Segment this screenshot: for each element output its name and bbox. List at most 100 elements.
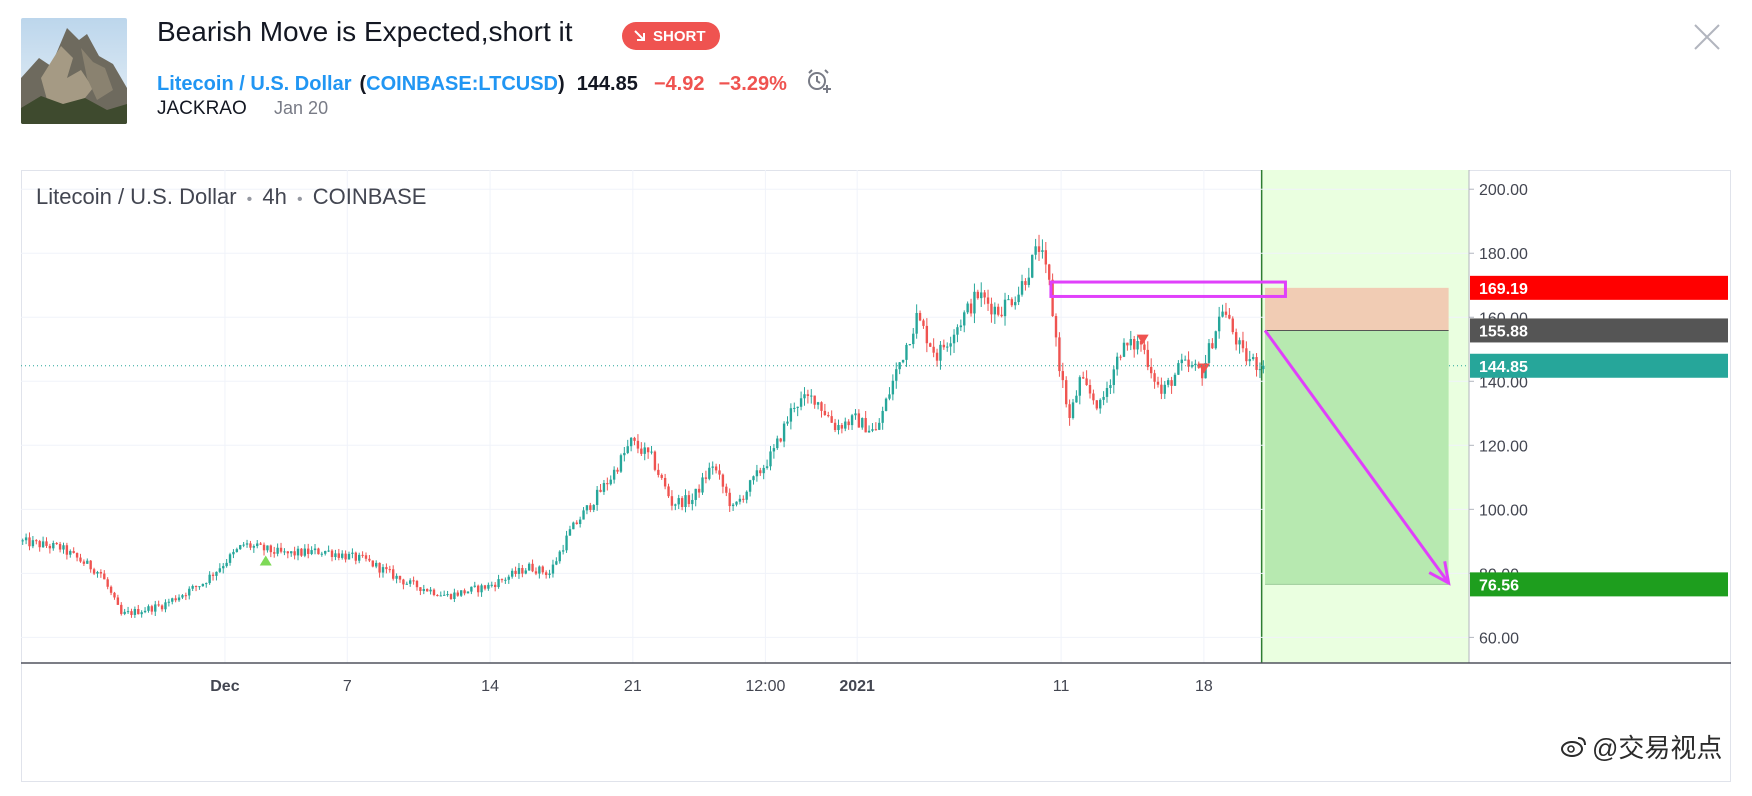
target-price-label-bg (1470, 572, 1728, 597)
candle-body (538, 566, 541, 574)
chart-legend: Litecoin / U.S. Dollar • 4h • COINBASE (36, 184, 426, 210)
candle-body (1122, 342, 1126, 357)
candle-body (147, 606, 150, 611)
candle-body (473, 585, 476, 587)
candle-body (687, 495, 691, 505)
candle-body (1099, 399, 1102, 409)
candle-body (589, 505, 592, 510)
candle-body (1044, 250, 1048, 265)
candle-body (364, 555, 368, 559)
candle-body (623, 452, 626, 456)
candle-body (347, 553, 351, 560)
candle-body (534, 571, 538, 574)
time-axis-label: 11 (1053, 678, 1070, 695)
candle-body (888, 394, 891, 399)
candle-body (606, 483, 609, 485)
candle-body (759, 470, 762, 474)
candle-body (1071, 402, 1075, 418)
add-alert-icon[interactable] (805, 67, 833, 101)
candle-body (1194, 363, 1197, 366)
candle-body (942, 344, 946, 348)
candle-body (449, 594, 453, 599)
candle-body (293, 551, 296, 556)
candle-body (755, 470, 759, 477)
sell-signal-marker (1136, 334, 1149, 345)
candle-body (837, 425, 840, 431)
candle-body (752, 476, 755, 481)
price-chart[interactable]: 200.00180.00160.00140.00120.00100.0080.0… (21, 170, 1731, 782)
author-name[interactable]: JACKRAO (157, 98, 247, 119)
candle-body (41, 541, 45, 548)
candle-body (358, 554, 361, 561)
close-button[interactable] (1692, 22, 1722, 52)
candle-body (718, 470, 721, 475)
candle-body (1017, 294, 1020, 303)
candle-body (371, 560, 374, 567)
candle-body (171, 598, 174, 602)
candle-body (854, 413, 857, 416)
candle-body (378, 562, 381, 573)
time-axis-label: 2021 (839, 678, 875, 695)
candle-body (728, 492, 731, 507)
candle-body (133, 609, 137, 615)
symbol-code-link[interactable]: COINBASE:LTCUSD (366, 73, 559, 95)
candle-body (164, 602, 167, 610)
candle-body (1143, 344, 1146, 350)
candle-body (609, 479, 612, 485)
candle-body (89, 560, 92, 570)
candle-body (850, 415, 854, 426)
candle-body (772, 448, 776, 452)
candle-body (1014, 302, 1017, 306)
candle-body (307, 548, 310, 555)
candle-body (439, 595, 442, 597)
candle-body (368, 558, 371, 561)
candle-body (296, 548, 300, 556)
candle-body (745, 491, 748, 500)
candle-body (762, 467, 765, 474)
symbol-name-link[interactable]: Litecoin / U.S. Dollar (157, 73, 352, 95)
candle-body (24, 537, 28, 541)
candle-body (786, 421, 789, 424)
candle-body (1217, 316, 1221, 332)
watermark-text: @交易视点 (1592, 733, 1723, 763)
candle-body (881, 410, 884, 423)
candle-body (266, 545, 269, 551)
candle-body (997, 306, 1000, 315)
author-avatar[interactable] (21, 18, 127, 124)
candle-body (813, 395, 816, 405)
candle-body (388, 569, 391, 571)
candle-body (1228, 314, 1231, 319)
candle-body (106, 579, 109, 587)
candle-body (527, 563, 531, 571)
candle-body (1255, 357, 1258, 370)
candle-body (840, 425, 844, 429)
author-line: JACKRAO Jan 20 (157, 98, 328, 120)
candle-body (779, 438, 782, 442)
projection-arrow-head (1428, 561, 1451, 586)
candle-body (592, 504, 595, 510)
candle-body (823, 410, 827, 415)
candle-body (830, 416, 833, 423)
candle-body (324, 551, 327, 554)
candle-body (507, 576, 510, 580)
candle-body (1197, 363, 1200, 368)
candle-body (194, 586, 198, 588)
projection-arrow-line (1263, 329, 1450, 584)
candle-body (425, 589, 429, 592)
candle-body (541, 566, 544, 573)
stop-price-label-bg (1470, 275, 1728, 300)
candle-body (905, 344, 908, 360)
candle-body (1102, 396, 1105, 400)
candle-body (636, 440, 640, 449)
candle-body (1200, 367, 1204, 379)
candle-body (650, 451, 653, 453)
candle-body (459, 590, 463, 596)
candle-body (963, 312, 966, 326)
entry-price-label: 155.88 (1479, 323, 1528, 340)
candle-body (120, 604, 123, 614)
chart-container[interactable]: 200.00180.00160.00140.00120.00100.0080.0… (21, 170, 1731, 782)
candle-body (1024, 281, 1027, 285)
time-axis-label: 21 (624, 678, 642, 695)
candle-body (514, 570, 517, 574)
candle-body (184, 595, 188, 597)
